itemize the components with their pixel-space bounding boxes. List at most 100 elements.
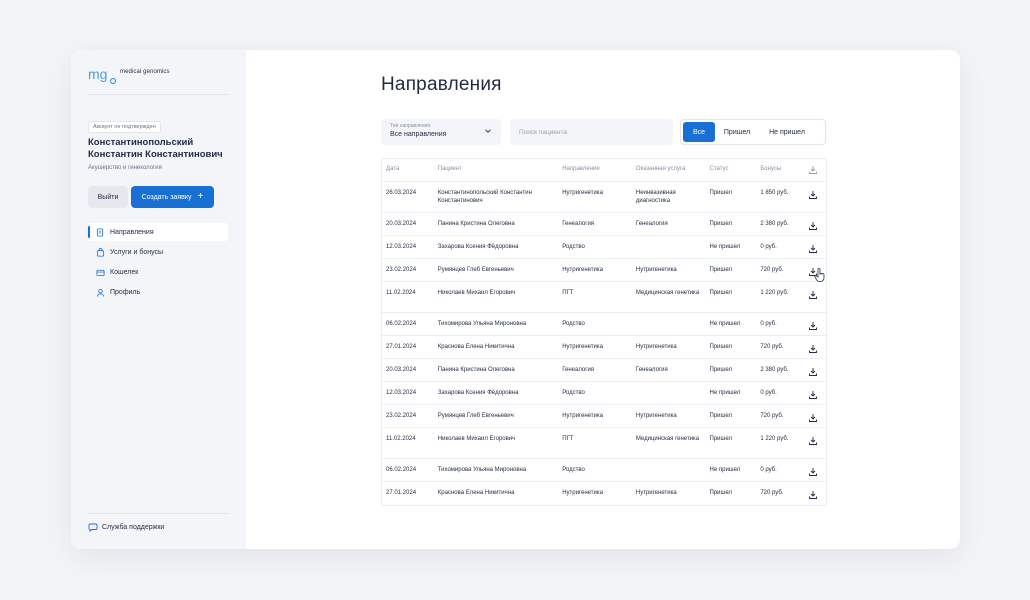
download-button[interactable]: [806, 313, 826, 331]
cell-service: [632, 236, 706, 244]
cell-direction: Родство: [562, 321, 585, 327]
cell-patient: Румянцев Глеб Евгеньевич: [437, 413, 514, 419]
column-header[interactable]: Оказанная услуга: [635, 166, 686, 173]
brand-logo[interactable]: mg medical genomics: [88, 66, 170, 86]
cell-bonus: 720 руб.: [760, 490, 784, 496]
cell-patient: Краснова Елена Никитична: [437, 344, 515, 350]
download-button[interactable]: [806, 459, 826, 477]
cell-service: Нутригенетика: [635, 413, 677, 419]
cell-status: Не пришел: [709, 244, 741, 250]
direction-type-label: Тип направления: [390, 123, 431, 129]
download-button[interactable]: [806, 405, 826, 423]
download-button[interactable]: [806, 182, 826, 200]
cell-service: Медицинская генетика: [635, 436, 700, 442]
cell-status: Пришел: [709, 344, 732, 350]
chat-icon: [88, 523, 98, 532]
table-row[interactable]: 27.01.2024 Краснова Елена Никитична Нутриг…: [382, 482, 826, 505]
cell-date: 23.02.2024: [386, 267, 417, 273]
cell-bonus: 0 руб.: [760, 321, 777, 327]
column-header[interactable]: Пациент: [437, 166, 462, 173]
brand-name: medical genomics: [120, 69, 170, 75]
cell-status: Пришел: [709, 436, 732, 442]
user-icon: [96, 288, 105, 297]
table-row[interactable]: 12.03.2024 Захарова Ксения Фёдоровна Родст…: [382, 236, 826, 259]
download-icon: [809, 368, 818, 376]
table-row[interactable]: 12.03.2024 Захарова Ксения Фёдоровна Родст…: [382, 382, 826, 405]
cell-service: [632, 459, 706, 467]
sidebar-item-label: Кошелек: [110, 268, 139, 276]
sidebar-item-label: Направления: [110, 228, 154, 236]
cell-direction: ПГТ: [562, 436, 574, 442]
table-row[interactable]: 11.02.2024 Николаев Михаил Егорович ПГТ Мед…: [382, 428, 826, 459]
cell-direction: Генеалогия: [562, 221, 595, 227]
create-request-button[interactable]: Создать заявку +: [131, 186, 214, 208]
cell-direction: Нутригенетика: [562, 413, 603, 419]
download-icon: [809, 437, 818, 445]
filter-came-button[interactable]: Пришел: [723, 128, 751, 136]
cell-date: 11.02.2024: [386, 436, 416, 442]
cell-direction: ПГТ: [562, 290, 574, 296]
cell-patient: Тихомирова Ульяна Мироновна: [437, 321, 527, 327]
download-button[interactable]: [806, 282, 826, 300]
column-header[interactable]: Дата: [386, 166, 400, 173]
cell-status: Пришел: [709, 221, 732, 227]
cell-bonus: 0 руб.: [760, 244, 777, 250]
app-window: mg medical genomics Аккаунт не подтвержд…: [71, 50, 960, 549]
cell-status: Не пришел: [709, 467, 741, 473]
download-button[interactable]: [806, 428, 826, 446]
table-row[interactable]: 06.02.2024 Тихомирова Ульяна Мироновна Род…: [382, 313, 826, 336]
table-row[interactable]: 26.03.2024 Константинопольский Константин…: [382, 182, 826, 213]
sidebar-item-wallet[interactable]: Кошелек: [88, 263, 228, 281]
download-button[interactable]: [806, 482, 826, 500]
cell-date: 06.02.2024: [386, 321, 417, 327]
download-button[interactable]: [806, 359, 826, 377]
directions-table: Дата Пациент Направление Оказанная услуг…: [381, 158, 827, 506]
patient-search-input[interactable]: [510, 119, 673, 145]
exit-button[interactable]: Выйти: [88, 186, 128, 208]
table-row[interactable]: 20.03.2024 Панина Кристина Олеговна Генеал…: [382, 213, 826, 236]
cell-status: Пришел: [709, 190, 732, 196]
sidebar: mg medical genomics Аккаунт не подтвержд…: [71, 50, 246, 549]
sidebar-item-directions[interactable]: Направления: [88, 223, 228, 241]
download-icon: [809, 391, 818, 399]
sidebar-item-profile[interactable]: Профиль: [88, 283, 228, 301]
cell-direction: Нутригенетика: [562, 344, 603, 350]
download-icon: [809, 191, 818, 199]
download-button[interactable]: [806, 336, 826, 354]
column-header[interactable]: Статус: [709, 166, 729, 173]
cell-patient: Захарова Ксения Фёдоровна: [437, 244, 519, 250]
download-icon: [809, 491, 818, 499]
support-link[interactable]: Служба поддержки: [88, 522, 164, 532]
filter-not-came-button[interactable]: Не пришел: [769, 128, 805, 136]
cell-bonus: 720 руб.: [760, 413, 784, 419]
table-row[interactable]: 27.01.2024 Краснова Елена Никитична Нутриг…: [382, 336, 826, 359]
cell-service: Генеалогия: [635, 367, 668, 373]
cell-status: Пришел: [709, 267, 732, 273]
column-header[interactable]: Бонусы: [760, 166, 782, 173]
logo-mark-icon: mg: [88, 66, 117, 85]
filter-all-button[interactable]: Все: [683, 122, 715, 142]
wallet-icon: [96, 268, 105, 277]
status-filter-segmented: Все Пришел Не пришел: [680, 119, 826, 145]
download-button[interactable]: [806, 259, 826, 277]
sidebar-item-services[interactable]: Услуги и бонусы: [88, 243, 228, 261]
cell-status: Пришел: [709, 367, 732, 373]
download-all-button[interactable]: [806, 165, 826, 175]
download-button[interactable]: [806, 382, 826, 400]
cell-date: 27.01.2024: [386, 490, 417, 496]
download-button[interactable]: [806, 213, 826, 231]
download-icon: [809, 322, 818, 330]
cell-service: [632, 382, 706, 390]
direction-type-select[interactable]: Тип направления Все направления: [381, 119, 501, 145]
download-icon: [809, 222, 818, 230]
table-row[interactable]: 23.02.2024 Румянцев Глеб Евгеньевич Нутриг…: [382, 259, 826, 282]
table-row[interactable]: 23.02.2024 Румянцев Глеб Евгеньевич Нутриг…: [382, 405, 826, 428]
cell-patient: Константинопольский Константин Константи…: [437, 190, 532, 204]
download-button[interactable]: [806, 236, 826, 254]
table-row[interactable]: 20.03.2024 Панина Кристина Олеговна Генеал…: [382, 359, 826, 382]
column-header[interactable]: Направление: [562, 166, 600, 173]
download-icon: [809, 468, 818, 476]
table-row[interactable]: 11.02.2024 Николаев Михаил Егорович ПГТ Мед…: [382, 282, 826, 313]
table-row[interactable]: 06.02.2024 Тихомирова Ульяна Мироновна Род…: [382, 459, 826, 482]
page-title: Направления: [381, 74, 502, 95]
